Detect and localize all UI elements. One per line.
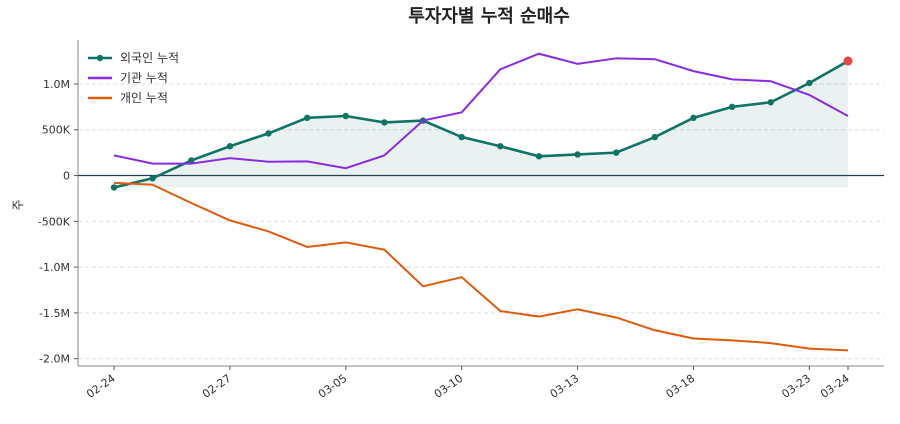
- point: [381, 119, 388, 126]
- x-tick-label: 02-27: [200, 372, 234, 401]
- x-tick-label: 03-05: [316, 372, 350, 401]
- point: [110, 184, 118, 191]
- point: [303, 114, 311, 122]
- area-fill: [114, 61, 848, 188]
- point: [458, 133, 465, 141]
- y-tick-label: -500K: [38, 215, 71, 228]
- point: [690, 114, 697, 122]
- point: [651, 133, 659, 141]
- y-tick-label: 0: [63, 170, 70, 183]
- point: [226, 143, 234, 150]
- point: [265, 130, 272, 137]
- legend-label: 외국인 누적: [120, 51, 179, 65]
- y-tick-label: -2.0M: [39, 353, 70, 366]
- legend-label: 개인 누적: [120, 91, 168, 105]
- y-tick-label: 1.0M: [43, 78, 70, 91]
- point: [188, 157, 195, 164]
- y-tick-label: -1.5M: [39, 307, 70, 320]
- point: [535, 153, 543, 160]
- series-line: [113, 181, 849, 352]
- y-tick-label: 500K: [42, 124, 71, 137]
- point: [149, 175, 156, 182]
- point: [806, 79, 813, 87]
- legend-label: 기관 누적: [120, 71, 168, 85]
- point: [843, 56, 853, 66]
- x-tick-label: 03-18: [664, 372, 698, 401]
- chart-title: 투자자별 누적 순매수: [408, 6, 570, 27]
- point: [342, 112, 349, 120]
- point: [767, 99, 774, 106]
- x-tick-label: 03-13: [548, 372, 582, 401]
- x-tick-label: 03-23: [779, 372, 813, 401]
- series-line: [113, 59, 849, 189]
- series-line: [113, 52, 849, 170]
- x-tick-label: 03-24: [818, 372, 852, 401]
- x-tick-label: 02-24: [84, 372, 118, 401]
- point: [728, 103, 736, 111]
- point: [574, 151, 581, 158]
- point: [613, 149, 620, 156]
- point: [497, 143, 504, 150]
- x-tick-label: 03-10: [432, 372, 466, 401]
- legend-marker: [96, 54, 104, 62]
- y-tick-label: -1.0M: [39, 261, 70, 274]
- y-axis-label: 주: [11, 199, 25, 210]
